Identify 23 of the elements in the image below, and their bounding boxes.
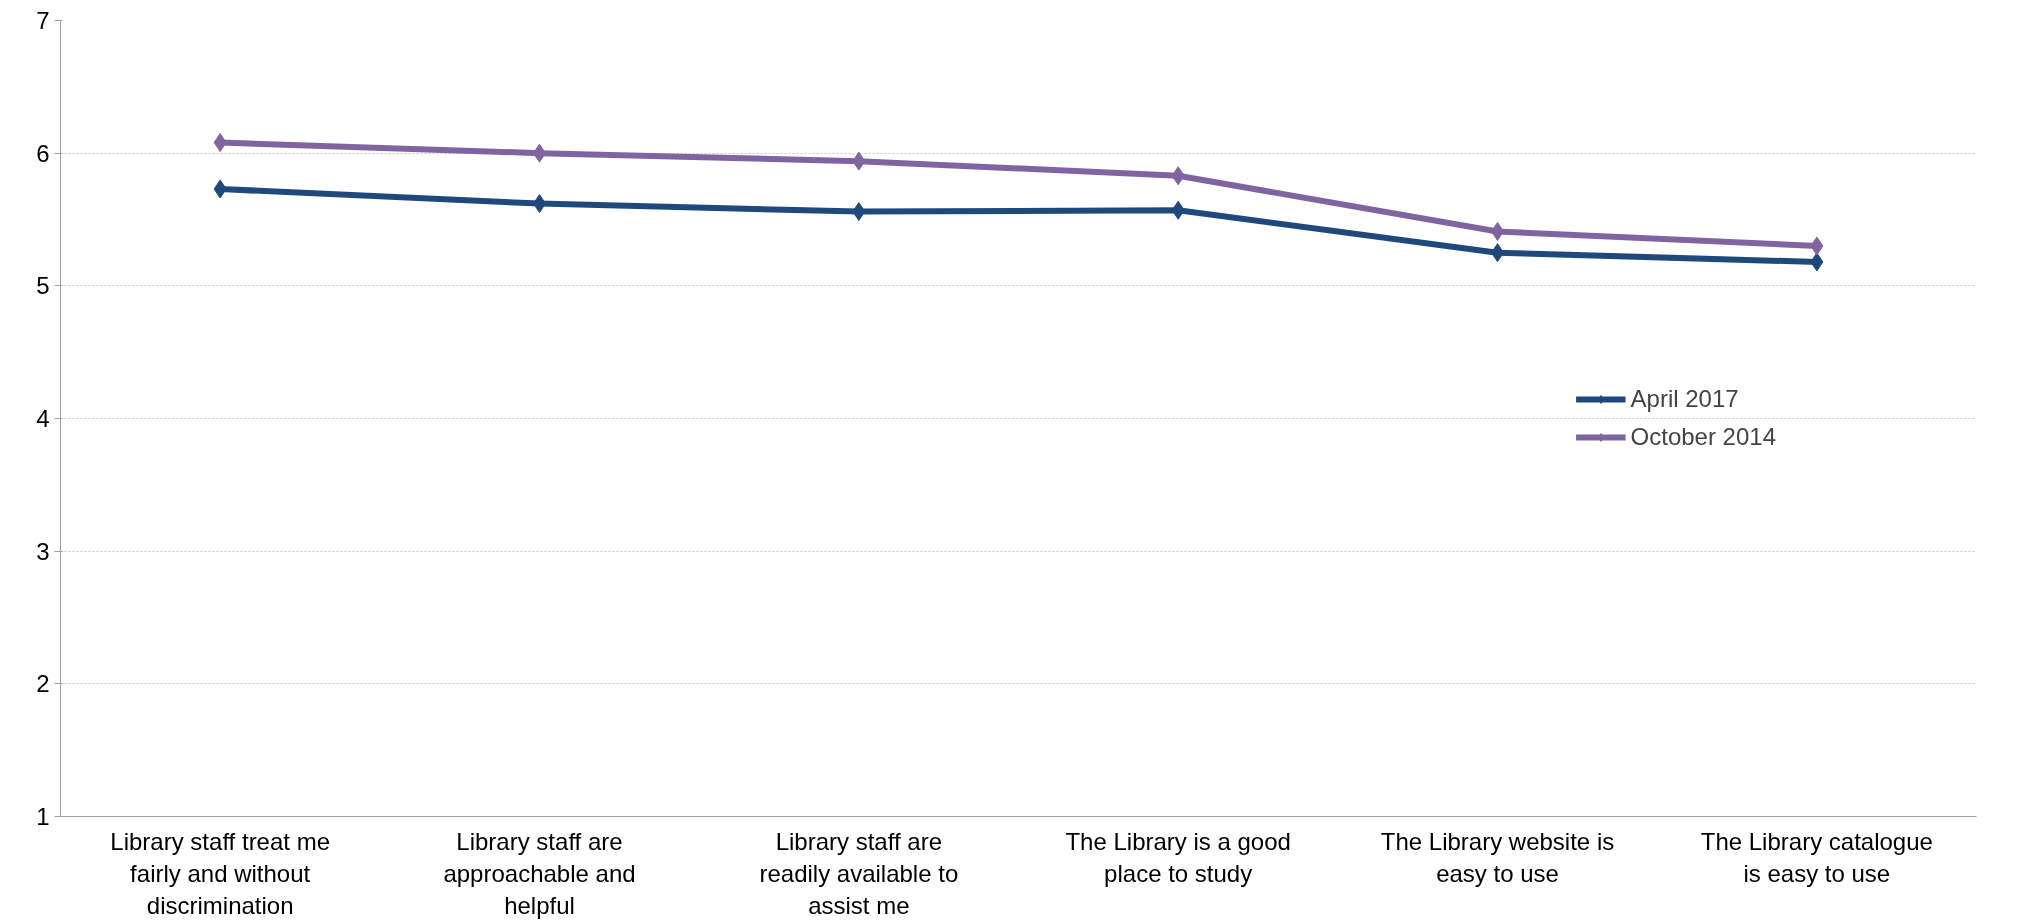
point — [1171, 200, 1185, 220]
y-tick-label: 4 — [36, 405, 50, 432]
point — [213, 179, 227, 199]
point — [1810, 252, 1824, 272]
y-tick-label: 2 — [36, 670, 50, 698]
x-tick-label: Library staff treat me fairly and without discrimination — [110, 827, 330, 920]
y-tick-label: 7 — [36, 7, 50, 34]
y-tick-label: 3 — [36, 537, 50, 565]
point — [213, 133, 227, 153]
x-tick-label: The Library catalogue is easy to use — [1700, 827, 1933, 887]
point — [1171, 166, 1185, 186]
y-tick-label: 1 — [36, 803, 50, 830]
point — [852, 202, 866, 222]
y-tick-label: 5 — [36, 272, 50, 300]
x-tick-label: Library staff are approachable and helpful — [443, 827, 636, 920]
legend-label: October 2014 — [1630, 423, 1776, 451]
point — [852, 151, 866, 171]
point — [1810, 236, 1824, 256]
x-tick-label: Library staff are readily available to assist me — [759, 827, 959, 920]
legend-label: April 2017 — [1630, 385, 1739, 413]
y-tick-label: 6 — [36, 139, 50, 167]
x-tick-label: The Library is a good place to study — [1065, 827, 1291, 887]
x-tick-label: The Library website is easy to use — [1380, 827, 1615, 887]
